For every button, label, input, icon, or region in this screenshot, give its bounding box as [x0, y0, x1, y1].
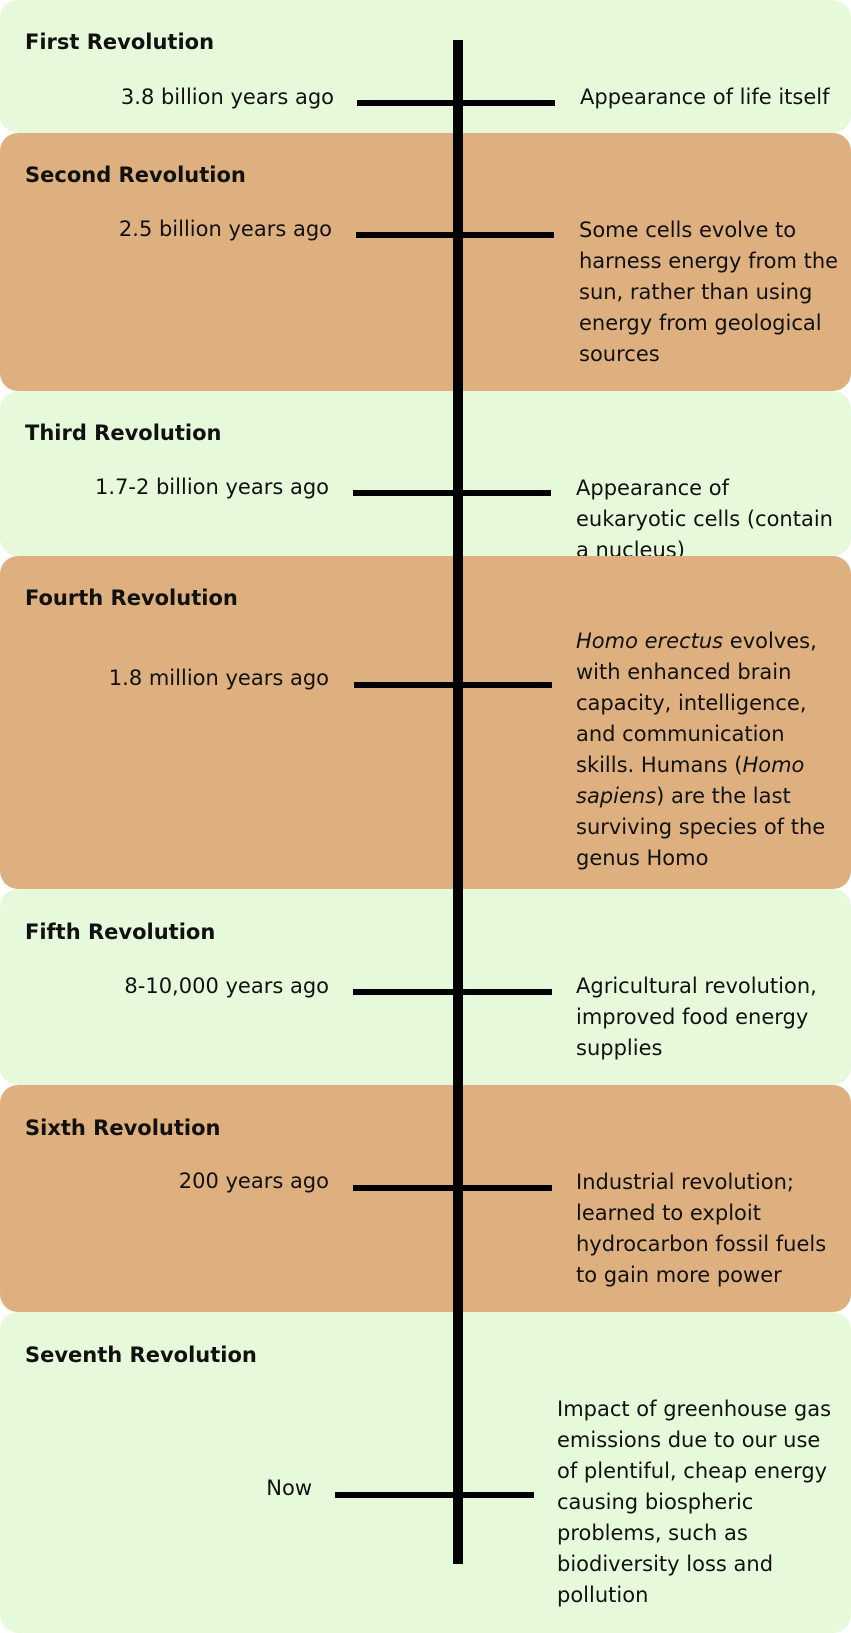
timeline-tick: [353, 989, 552, 995]
revolution-description: Impact of greenhouse gas emissions due t…: [557, 1397, 832, 1607]
revolution-date: 1.7-2 billion years ago: [94, 475, 329, 499]
revolution-title: Fifth Revolution: [25, 920, 216, 944]
revolution-band-5: Fifth Revolution 8-10,000 years ago Agri…: [0, 889, 851, 1085]
revolution-description: Some cells evolve to harness energy from…: [579, 218, 839, 366]
revolution-date: 3.8 billion years ago: [120, 85, 334, 109]
revolution-title: Third Revolution: [25, 421, 222, 445]
revolution-title: Fourth Revolution: [25, 586, 238, 610]
revolution-title: Seventh Revolution: [25, 1343, 257, 1367]
revolution-description: Agricultural revolution, improved food e…: [576, 974, 817, 1060]
timeline-axis: [453, 40, 463, 1564]
species-name: Homo erectus: [576, 629, 724, 653]
revolution-band-4: Fourth Revolution 1.8 million years ago …: [0, 556, 851, 889]
revolution-date: 8-10,000 years ago: [124, 974, 329, 998]
revolution-title: Sixth Revolution: [25, 1116, 221, 1140]
revolution-description: Industrial revolution; learned to exploi…: [576, 1170, 827, 1287]
revolution-date: 1.8 million years ago: [108, 666, 329, 690]
revolution-band-1: First Revolution 3.8 billion years ago A…: [0, 0, 851, 133]
revolution-description: Appearance of life itself: [580, 85, 830, 109]
revolution-date: 200 years ago: [178, 1169, 329, 1193]
revolution-band-7: Seventh Revolution Now Impact of greenho…: [0, 1312, 851, 1633]
timeline-tick: [353, 490, 551, 496]
revolution-description: Homo erectus evolves, with enhanced brai…: [576, 626, 831, 874]
timeline-tick: [353, 1185, 552, 1191]
species-name: Homo sapiens: [576, 753, 805, 808]
description-text: ) are the last surviving species of the …: [576, 784, 826, 870]
revolution-band-3: Third Revolution 1.7-2 billion years ago…: [0, 391, 851, 562]
revolution-band-2: Second Revolution 2.5 billion years ago …: [0, 133, 851, 391]
revolution-band-6: Sixth Revolution 200 years ago Industria…: [0, 1085, 851, 1312]
revolution-title: Second Revolution: [25, 163, 246, 187]
revolution-date: 2.5 billion years ago: [118, 217, 332, 241]
timeline-tick: [335, 1492, 534, 1498]
description-text: evolves, with enhanced brain capacity, i…: [576, 629, 817, 777]
revolution-date: Now: [266, 1476, 312, 1500]
revolution-description: Appearance of eukaryotic cells (contain …: [576, 476, 833, 562]
revolution-title: First Revolution: [25, 30, 215, 54]
